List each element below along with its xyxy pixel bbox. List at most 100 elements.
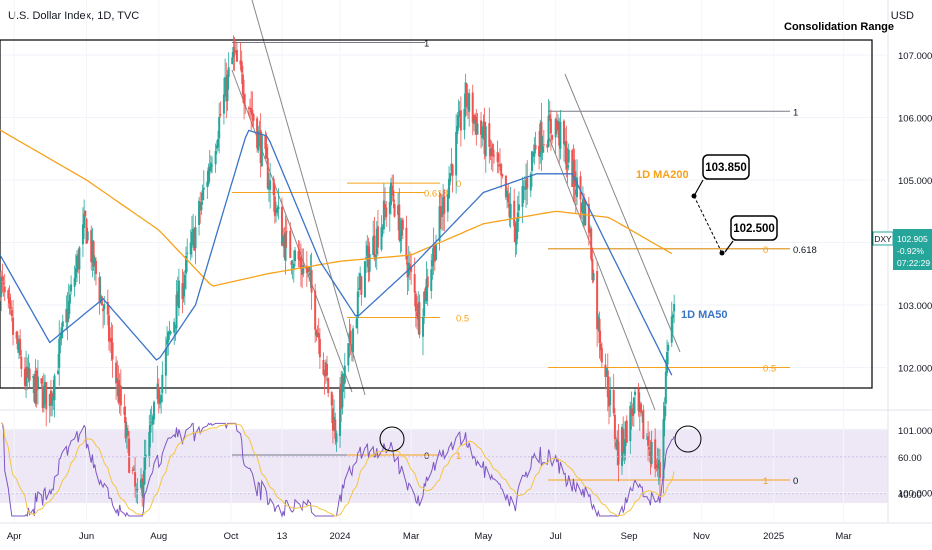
candle-body [367,246,370,273]
candle-body [233,50,236,53]
time-tick: Mar [835,531,851,542]
time-tick: 13 [277,531,288,542]
candle-body [9,300,12,309]
candle-body [621,426,624,466]
candle-body [310,269,313,293]
candle-body [258,132,261,134]
candle-body [525,180,528,190]
candle-body [81,224,84,245]
candle-body [250,107,253,113]
badge-price: 102.905 [897,234,928,244]
candle-body [343,365,346,384]
candle-body [335,433,338,443]
candle-body [571,150,574,187]
candle-body [174,324,177,326]
fib-level-label: 0 [424,451,429,462]
candle-body [49,390,52,404]
fib-level-label: 1 [793,107,798,118]
candle-body [157,387,160,403]
target-box-2 [730,215,778,241]
candle-body [391,185,394,192]
candle-body [240,61,243,73]
candle-body [27,367,30,378]
candle-body [417,303,420,320]
candle-body [209,162,212,172]
candle-body [398,204,401,240]
target-label-2: 102.500 [733,223,775,235]
candle-body [496,151,499,163]
candle-body [241,74,244,95]
candle-body [654,439,657,469]
candle-body [176,291,179,306]
candle-body [448,178,451,199]
time-tick: May [474,531,492,542]
candle-body [194,227,197,249]
candle-body [297,251,300,260]
candle-body [516,212,519,232]
candle-body [365,257,368,259]
candle-body [132,468,135,470]
candle-body [326,364,328,376]
candle-body [431,260,434,267]
candle-body [393,204,396,217]
time-tick: Jul [550,531,562,542]
candle-body [208,166,211,171]
ma50-line [0,129,673,376]
candle-body [664,371,667,404]
candle-body [491,144,494,157]
chart-title: U.S. Dollar Index, 1D, TVC [8,10,140,22]
candle-body [432,244,435,262]
candle-body [539,123,542,157]
candle-body [352,328,355,353]
candle-body [597,316,600,328]
candle-body [480,120,483,135]
candle-body [156,383,159,400]
candle-body [538,145,541,157]
candle-body [572,160,575,185]
candle-body [301,265,304,275]
price-tick: 103.000 [898,301,932,312]
candle-body [476,123,479,135]
candle-body [277,206,280,210]
candle-body [231,57,234,64]
candle-body [131,469,134,471]
candle-body [160,395,163,402]
candle-body [206,181,209,188]
candle-body [309,272,312,276]
candle-body [413,274,416,293]
currency-label[interactable]: USD [890,10,914,22]
candle-body [259,130,262,164]
candle-body [308,266,311,272]
candle-body [305,265,308,273]
candle-body [98,277,101,303]
candle-body [333,417,336,431]
candle-body [446,194,449,212]
candle-body [600,347,603,363]
candle-body [118,385,121,401]
candle-body [655,465,658,468]
candle-body [284,232,287,261]
fib-level-label: 1 [456,451,461,462]
candle-body [341,374,344,408]
candle-body [19,338,22,356]
candle-body [70,284,73,292]
candle-body [16,338,19,350]
candle-body [244,105,247,107]
candle-body [51,395,54,406]
candle-body [532,152,535,155]
candle-body [136,488,139,490]
target-box-1 [702,154,750,180]
candle-body [161,374,164,393]
candle-body [190,231,193,246]
price-tick: 107.000 [898,51,932,62]
candle-body [673,304,676,312]
candle-body [567,149,570,163]
candle-body [169,331,172,335]
candle-body [349,330,352,346]
candle-body [28,368,31,381]
price-badge [893,229,932,270]
ticker-label: DXY [874,234,892,244]
candle-body [400,220,403,236]
candle-body [392,190,395,202]
